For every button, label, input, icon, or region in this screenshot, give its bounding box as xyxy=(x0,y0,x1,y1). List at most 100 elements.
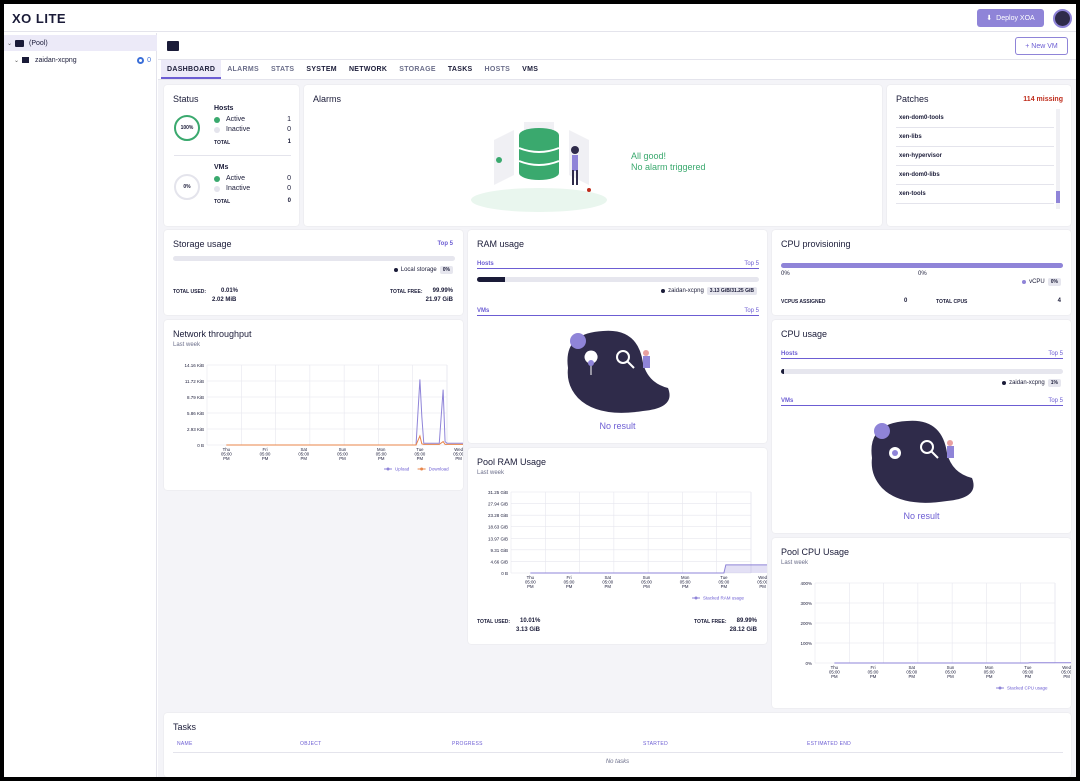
x-tick-label: Mon xyxy=(681,575,690,580)
x-tick-label: PM xyxy=(986,674,993,679)
app-logo[interactable]: XO LITE xyxy=(12,11,67,26)
ram-hosts-top5-link[interactable]: Top 5 xyxy=(744,261,759,267)
cpu-prov-total-label: TOTAL CPUS xyxy=(936,299,968,305)
x-tick-label: PM xyxy=(455,456,462,461)
y-tick-label: 0 B xyxy=(501,571,508,576)
tab-system[interactable]: SYSTEM xyxy=(306,66,337,73)
tab-storage[interactable]: STORAGE xyxy=(399,66,436,73)
pool-icon xyxy=(167,41,179,51)
x-tick-label: Mon xyxy=(377,447,386,452)
tasks-col-started: STARTED xyxy=(643,741,668,747)
y-tick-label: 27.94 GiB xyxy=(488,502,508,507)
ram-no-result: No result xyxy=(599,421,636,431)
tab-alarms[interactable]: ALARMS xyxy=(227,66,259,73)
x-tick-label: PM xyxy=(682,584,689,589)
alarms-illustration xyxy=(471,122,607,212)
chevron-down-icon[interactable]: ⌄ xyxy=(7,40,13,47)
y-tick-label: 11.72 KiB xyxy=(185,379,204,384)
series-line xyxy=(226,379,463,446)
y-tick-label: 200% xyxy=(800,621,812,626)
patches-missing: 114 missing xyxy=(1023,96,1063,103)
tasks-col-estimated-end: ESTIMATED END xyxy=(807,741,852,747)
vms-active-row: Active xyxy=(214,175,245,182)
x-tick-label: 05:00 xyxy=(1061,670,1071,675)
tasks-empty: No tasks xyxy=(605,759,630,765)
x-tick-label: 05:00 xyxy=(564,580,575,585)
patch-item[interactable]: xen-hypervisor xyxy=(896,147,1054,166)
ram-host-legend: zaidan-xcpng 3.13 GiB/31.25 GiB xyxy=(661,287,757,295)
patches-scrollbar[interactable] xyxy=(1056,109,1060,209)
storage-legend: Local storage 0% xyxy=(393,266,453,274)
host-vm-count[interactable]: 0 xyxy=(137,56,151,64)
y-tick-label: 2.93 KiB xyxy=(187,427,204,432)
active-dot-icon xyxy=(214,175,220,182)
hosts-inactive-row: Inactive xyxy=(214,126,250,133)
cpu-vms-top5-link[interactable]: Top 5 xyxy=(1048,398,1063,404)
pool-ram-total-free-size: 28.12 GiB xyxy=(729,627,757,633)
patch-item[interactable]: xen-dom0-tools xyxy=(896,109,1054,128)
scrollbar-thumb[interactable] xyxy=(1056,191,1060,203)
x-tick-label: PM xyxy=(870,674,877,679)
x-tick-label: Thu xyxy=(831,665,839,670)
x-tick-label: Thu xyxy=(527,575,535,580)
cpu-hosts-top5-link[interactable]: Top 5 xyxy=(1048,351,1063,357)
vms-total-label: TOTAL xyxy=(214,199,231,205)
x-tick-label: Wed xyxy=(1062,665,1071,670)
pool-label: (Pool) xyxy=(29,39,48,47)
chevron-down-icon[interactable]: ⌄ xyxy=(14,57,20,64)
ram-vms-top5-link[interactable]: Top 5 xyxy=(744,308,759,314)
cpu-prov-vcpus-label: VCPUS ASSIGNED xyxy=(781,299,826,305)
pool-ram-total-used-pct: 10.01% xyxy=(520,618,541,624)
x-tick-label: PM xyxy=(643,584,650,589)
legend-swatch-dot xyxy=(694,596,698,600)
x-tick-label: 05:00 xyxy=(906,670,917,675)
status-card: Status 100% Hosts Active 1 Inactive 0 TO… xyxy=(164,85,299,226)
vms-total: 0 xyxy=(287,198,291,204)
pool-ram-total-used-size: 3.13 GiB xyxy=(516,627,541,633)
y-tick-label: 300% xyxy=(800,601,812,606)
tab-network[interactable]: NETWORK xyxy=(348,66,388,73)
storage-total-used-size: 2.02 MiB xyxy=(212,297,237,303)
x-tick-label: Sat xyxy=(301,447,308,452)
cpu-usage-card: CPU usage Hosts Top 5 zaidan-xcpng 1% VMs T… xyxy=(772,320,1071,533)
x-tick-label: 05:00 xyxy=(298,452,309,457)
deploy-xoa-button[interactable]: ⬇ Deploy XOA xyxy=(977,9,1044,27)
host-icon xyxy=(22,57,30,63)
x-tick-label: Sun xyxy=(643,575,651,580)
tab-dashboard[interactable]: DASHBOARD xyxy=(161,60,222,79)
app-window: XO LITE ⬇ Deploy XOA ⌄ (Pool) ⌄ zaidan-x… xyxy=(4,4,1076,777)
legend-swatch-dot xyxy=(998,686,1002,690)
new-vm-button[interactable]: + New VM xyxy=(1015,37,1068,55)
tree-item-pool[interactable]: ⌄ (Pool) xyxy=(4,35,157,51)
ram-title: RAM usage xyxy=(477,239,525,249)
no-result-illustration xyxy=(871,420,974,503)
patch-item[interactable]: xen-dom0-libs xyxy=(896,166,1054,185)
x-tick-label: PM xyxy=(721,584,728,589)
pool-cpu-chart: 0%100%200%300%400%Thu05:00PMFri05:00PMSa… xyxy=(800,581,1071,691)
hosts-total: 1 xyxy=(287,139,291,145)
storage-top5-link[interactable]: Top 5 xyxy=(437,241,453,247)
x-tick-label: 05:00 xyxy=(415,452,426,457)
patch-item[interactable]: xen-libs xyxy=(896,128,1054,147)
tab-vms[interactable]: VMS xyxy=(522,66,539,73)
cpu-prov-left-pct: 0% xyxy=(781,271,790,277)
cpu-prov-legend: vCPU 0% xyxy=(1022,278,1061,286)
active-dot-icon xyxy=(214,116,220,123)
y-tick-label: 31.25 GiB xyxy=(488,490,508,495)
cpu-host-bar-fill xyxy=(781,369,784,374)
x-tick-label: PM xyxy=(378,456,385,461)
pool-ram-total-used-label: TOTAL USED: xyxy=(477,619,511,625)
hosts-active-row: Active xyxy=(214,116,245,123)
x-tick-label: PM xyxy=(262,456,269,461)
tab-stats[interactable]: STATS xyxy=(270,66,295,73)
y-tick-label: 23.28 GiB xyxy=(488,513,508,518)
x-tick-label: 05:00 xyxy=(757,580,767,585)
tab-tasks[interactable]: TASKS xyxy=(447,66,473,73)
tree-item-host[interactable]: ⌄ zaidan-xcpng 0 xyxy=(4,52,157,68)
user-avatar[interactable] xyxy=(1053,9,1072,28)
tab-hosts[interactable]: HOSTS xyxy=(484,66,511,73)
inactive-dot-icon xyxy=(214,126,220,133)
storage-total-used-label: TOTAL USED: xyxy=(173,289,207,295)
patch-item[interactable]: xen-tools xyxy=(896,185,1054,204)
x-tick-label: 05:00 xyxy=(602,580,613,585)
